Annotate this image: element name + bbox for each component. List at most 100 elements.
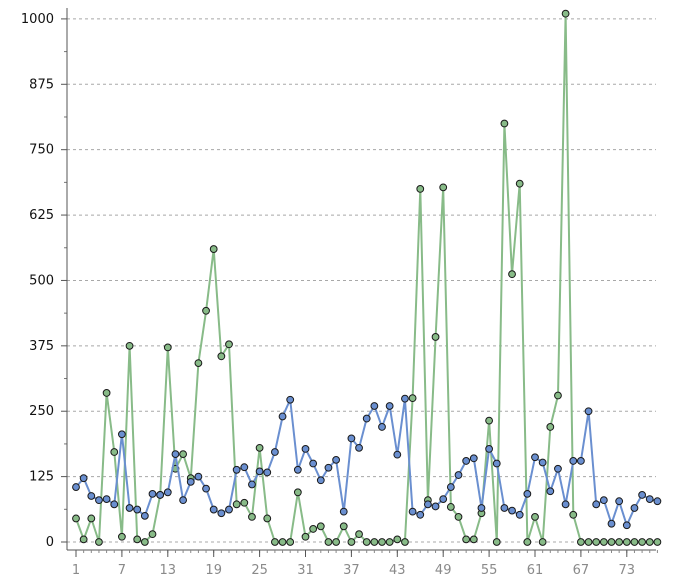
data-point — [630, 504, 639, 512]
data-point — [408, 507, 417, 516]
data-point — [370, 538, 379, 546]
data-point — [523, 538, 532, 546]
data-point — [225, 505, 233, 514]
data-point — [401, 394, 409, 403]
data-point — [171, 450, 180, 459]
x-tick-label: 37 — [343, 563, 360, 578]
x-tick-label: 61 — [527, 563, 544, 578]
y-tick-label: 750 — [29, 143, 54, 158]
data-point — [72, 483, 80, 491]
x-tick-label: 1 — [72, 563, 80, 578]
y-tick-label: 375 — [29, 339, 54, 354]
data-point — [240, 463, 249, 472]
data-point — [424, 500, 432, 509]
data-point — [500, 504, 509, 512]
data-point — [293, 488, 302, 497]
data-point — [87, 514, 96, 523]
y-tick-label: 125 — [29, 470, 54, 485]
data-point — [561, 9, 570, 18]
data-point — [592, 500, 601, 509]
data-point — [477, 504, 486, 512]
data-point — [546, 487, 555, 496]
data-point — [118, 532, 126, 541]
x-tick-label: 25 — [251, 563, 268, 578]
data-point — [362, 414, 371, 423]
data-point — [79, 474, 88, 483]
data-point — [186, 477, 195, 486]
data-point — [263, 514, 272, 523]
data-point — [515, 510, 524, 519]
data-point — [622, 521, 631, 530]
x-tick-labels: 1 7 13 19 25 31 37 43 49 55 61 67 73 — [72, 563, 635, 578]
data-point — [148, 489, 157, 498]
data-point — [645, 495, 654, 504]
data-point — [263, 468, 272, 477]
data-point — [393, 535, 402, 544]
x-tick-label: 13 — [160, 563, 177, 578]
data-point — [232, 500, 241, 509]
data-point — [156, 491, 165, 499]
data-point — [577, 457, 585, 465]
data-point — [584, 407, 593, 416]
data-point — [125, 504, 134, 512]
data-point — [209, 245, 218, 253]
data-point — [653, 538, 662, 546]
y-tick-label: 0 — [46, 535, 54, 550]
y-tick-label: 625 — [29, 208, 54, 223]
series-layer — [72, 9, 662, 546]
data-point — [599, 538, 608, 546]
data-point — [492, 538, 501, 546]
data-point — [599, 496, 608, 505]
series-1 — [72, 9, 662, 546]
data-point — [569, 510, 578, 519]
data-point — [72, 514, 80, 523]
data-point — [630, 538, 639, 546]
series-0 — [72, 394, 662, 530]
data-point — [255, 467, 264, 476]
data-point — [416, 510, 425, 519]
data-point — [401, 538, 409, 546]
data-point — [110, 448, 119, 456]
data-point — [347, 538, 356, 546]
data-point — [202, 484, 210, 493]
data-point — [431, 502, 440, 511]
data-point — [577, 538, 585, 546]
data-point — [339, 522, 348, 531]
data-point — [301, 444, 310, 453]
data-point — [607, 538, 616, 546]
data-point — [217, 352, 226, 361]
data-point — [645, 538, 654, 546]
data-point — [309, 459, 318, 468]
x-tick-label: 31 — [297, 563, 314, 578]
x-tick-label: 7 — [118, 563, 126, 578]
data-point — [615, 497, 624, 506]
data-point — [209, 505, 218, 514]
x-tick-label: 55 — [481, 563, 498, 578]
data-point — [332, 455, 341, 464]
data-point — [508, 270, 516, 279]
data-point — [95, 496, 103, 505]
data-point — [385, 538, 394, 546]
data-point — [462, 535, 471, 544]
data-point — [248, 512, 256, 521]
data-point — [278, 412, 287, 421]
data-point — [469, 535, 478, 544]
data-point — [202, 306, 210, 315]
data-point — [546, 423, 555, 431]
data-point — [569, 457, 578, 465]
y-tick-label: 500 — [29, 273, 54, 288]
data-point — [469, 454, 478, 463]
data-point — [508, 506, 516, 515]
data-point — [125, 341, 134, 350]
data-point — [278, 538, 287, 546]
data-point — [286, 538, 295, 546]
data-point — [446, 503, 455, 511]
x-tick-label: 19 — [205, 563, 222, 578]
data-point — [408, 394, 417, 403]
data-point — [248, 480, 256, 489]
data-point — [339, 507, 348, 516]
data-point — [225, 340, 233, 349]
data-point — [554, 464, 562, 473]
data-point — [554, 391, 562, 400]
